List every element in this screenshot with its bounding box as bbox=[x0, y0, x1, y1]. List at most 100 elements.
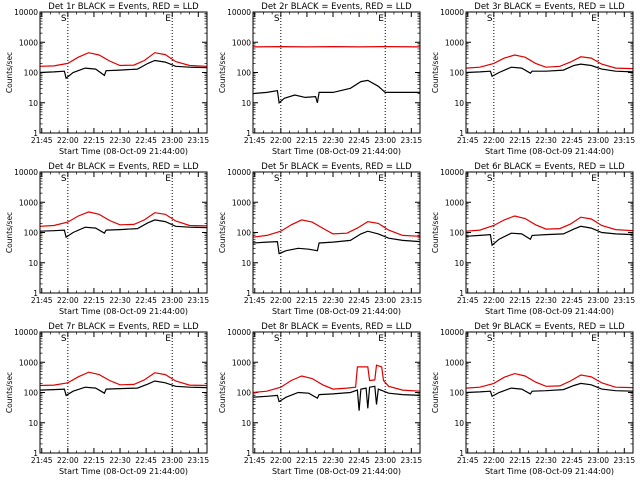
y-tick-label: 10 bbox=[454, 99, 464, 108]
x-tick-label: 22:15 bbox=[83, 456, 105, 465]
x-tick-label: 22:00 bbox=[270, 456, 292, 465]
y-tick-label: 10000 bbox=[227, 168, 251, 177]
marker-label-s: S bbox=[487, 14, 493, 24]
y-tick-label: 100 bbox=[24, 389, 39, 398]
x-tick-label: 22:30 bbox=[322, 456, 344, 465]
y-tick-label: 100 bbox=[237, 69, 252, 78]
series-black-events bbox=[39, 59, 208, 80]
x-tick-label: 21:45 bbox=[31, 456, 53, 465]
series-black-events bbox=[465, 63, 634, 78]
marker-label-s: S bbox=[61, 334, 67, 344]
y-axis-label: Counts/sec bbox=[218, 372, 227, 413]
y-axis-label: Counts/sec bbox=[431, 372, 440, 413]
y-tick-label: 10 bbox=[454, 419, 464, 428]
plot-frame bbox=[465, 11, 634, 134]
marker-label-e: E bbox=[591, 334, 597, 344]
y-tick-label: 10000 bbox=[440, 168, 464, 177]
x-tick-label: 22:00 bbox=[57, 136, 79, 145]
x-tick-label: 23:00 bbox=[374, 136, 396, 145]
y-tick-label: 1 bbox=[246, 129, 251, 138]
y-tick-label: 10000 bbox=[440, 328, 464, 337]
plot-frame bbox=[465, 171, 634, 294]
y-tick-label: 10 bbox=[241, 99, 251, 108]
x-tick-label: 23:00 bbox=[374, 296, 396, 305]
marker-label-e: E bbox=[165, 334, 171, 344]
x-tick-label: 23:00 bbox=[587, 136, 609, 145]
plot-frame bbox=[465, 331, 634, 454]
x-tick-label: 23:15 bbox=[187, 296, 209, 305]
y-tick-label: 100 bbox=[24, 229, 39, 238]
x-tick-label: 23:15 bbox=[400, 296, 422, 305]
y-tick-label: 1 bbox=[33, 289, 38, 298]
x-tick-label: 22:00 bbox=[483, 136, 505, 145]
marker-label-s: S bbox=[61, 174, 67, 184]
y-tick-label: 10 bbox=[28, 99, 38, 108]
x-axis-label: Start Time (08-Oct-09 21:44:00) bbox=[272, 147, 401, 156]
x-tick-label: 22:15 bbox=[83, 296, 105, 305]
x-tick-label: 23:15 bbox=[613, 136, 635, 145]
y-axis-label: Counts/sec bbox=[5, 372, 14, 413]
x-tick-label: 23:15 bbox=[613, 296, 635, 305]
x-tick-label: 22:15 bbox=[296, 456, 318, 465]
x-axis-label: Start Time (08-Oct-09 21:44:00) bbox=[272, 307, 401, 316]
y-tick-label: 1000 bbox=[445, 38, 464, 47]
series-red-lld bbox=[465, 215, 634, 232]
x-tick-label: 22:00 bbox=[57, 456, 79, 465]
plot-frame bbox=[39, 331, 208, 454]
x-tick-label: 22:45 bbox=[561, 136, 583, 145]
x-tick-label: 23:15 bbox=[187, 136, 209, 145]
series-black-events bbox=[252, 385, 421, 411]
y-tick-label: 10000 bbox=[227, 8, 251, 17]
series-black-events bbox=[39, 380, 208, 397]
marker-label-s: S bbox=[487, 174, 493, 184]
series-red-lld bbox=[39, 371, 208, 387]
y-tick-label: 10 bbox=[241, 419, 251, 428]
x-tick-label: 22:30 bbox=[535, 456, 557, 465]
chart-panel-1: Det 1r BLACK = Events, RED = LLD Counts/s… bbox=[5, 2, 209, 156]
y-tick-label: 1000 bbox=[445, 358, 464, 367]
series-black-events bbox=[465, 382, 634, 398]
x-tick-label: 23:15 bbox=[400, 456, 422, 465]
x-tick-label: 23:15 bbox=[187, 456, 209, 465]
marker-label-s: S bbox=[61, 14, 67, 24]
marker-label-s: S bbox=[274, 174, 280, 184]
x-axis-label: Start Time (08-Oct-09 21:44:00) bbox=[272, 467, 401, 476]
x-tick-label: 21:45 bbox=[457, 296, 479, 305]
series-black-events bbox=[39, 219, 208, 239]
x-tick-label: 22:45 bbox=[135, 136, 157, 145]
series-red-lld bbox=[252, 364, 421, 394]
y-tick-label: 10 bbox=[28, 419, 38, 428]
x-tick-label: 21:45 bbox=[244, 136, 266, 145]
x-tick-label: 22:15 bbox=[509, 136, 531, 145]
chart-title: Det 2r BLACK = Events, RED = LLD bbox=[261, 2, 412, 12]
y-tick-label: 1000 bbox=[19, 38, 38, 47]
marker-label-e: E bbox=[378, 14, 384, 24]
y-tick-label: 100 bbox=[237, 389, 252, 398]
y-tick-label: 1 bbox=[459, 449, 464, 458]
chart-panel-8: Det 8r BLACK = Events, RED = LLD Counts/s… bbox=[218, 322, 422, 476]
marker-label-e: E bbox=[165, 14, 171, 24]
marker-label-e: E bbox=[591, 174, 597, 184]
marker-label-s: S bbox=[487, 334, 493, 344]
x-tick-label: 21:45 bbox=[244, 296, 266, 305]
y-tick-label: 1000 bbox=[232, 358, 251, 367]
y-tick-label: 100 bbox=[450, 229, 465, 238]
x-tick-label: 22:15 bbox=[509, 456, 531, 465]
marker-label-s: S bbox=[274, 334, 280, 344]
y-tick-label: 1000 bbox=[232, 38, 251, 47]
x-tick-label: 23:00 bbox=[161, 456, 183, 465]
chart-title: Det 6r BLACK = Events, RED = LLD bbox=[474, 162, 625, 172]
y-tick-label: 10 bbox=[28, 259, 38, 268]
x-tick-label: 22:30 bbox=[322, 296, 344, 305]
x-tick-label: 22:00 bbox=[483, 296, 505, 305]
y-tick-label: 1 bbox=[459, 129, 464, 138]
series-black-events bbox=[252, 230, 421, 255]
x-tick-label: 21:45 bbox=[457, 136, 479, 145]
y-axis-label: Counts/sec bbox=[431, 52, 440, 93]
marker-label-s: S bbox=[274, 14, 280, 24]
plot-frame bbox=[252, 331, 421, 454]
x-tick-label: 23:00 bbox=[161, 296, 183, 305]
y-tick-label: 1 bbox=[246, 289, 251, 298]
x-tick-label: 22:30 bbox=[322, 136, 344, 145]
